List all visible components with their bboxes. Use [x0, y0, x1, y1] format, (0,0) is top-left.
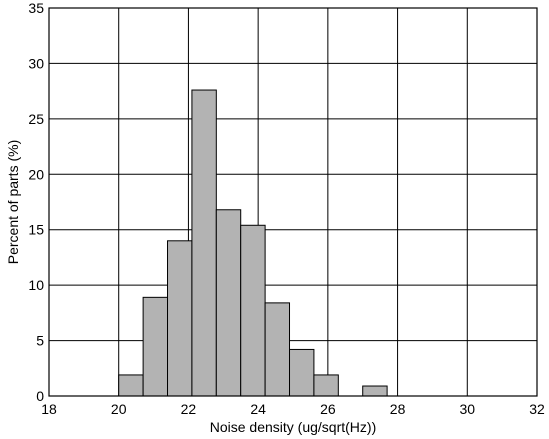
histogram-bar	[362, 385, 388, 397]
histogram-bar	[118, 374, 144, 397]
x-tick-label: 28	[390, 401, 406, 417]
y-tick-label: 10	[28, 277, 44, 293]
histogram-bar	[191, 89, 217, 397]
x-tick-label: 32	[529, 401, 545, 417]
y-tick-label: 30	[28, 55, 44, 71]
histogram-bar	[215, 209, 242, 397]
histogram-bar	[289, 348, 315, 397]
plot-frame	[48, 7, 538, 397]
y-axis-label: Percent of parts (%)	[5, 140, 21, 265]
histogram-bar	[240, 224, 266, 397]
histogram-bar	[313, 374, 339, 397]
histogram-bar	[264, 302, 291, 397]
x-tick-label: 24	[250, 401, 266, 417]
y-tick-label: 20	[28, 166, 44, 182]
x-tick-label: 18	[41, 401, 57, 417]
tick-labels: 18 20 22 24 26 28 30 32 0 5 10 15 20 25 30 35	[28, 0, 545, 417]
y-tick-label: 25	[28, 111, 44, 127]
x-tick-label: 26	[320, 401, 336, 417]
histogram-bar	[142, 296, 169, 397]
y-tick-label: 15	[28, 222, 44, 238]
y-tick-label: 5	[36, 333, 44, 349]
y-tick-label: 0	[36, 388, 44, 404]
y-tick-label: 35	[28, 0, 44, 16]
histogram-bar	[167, 240, 193, 397]
x-tick-label: 30	[459, 401, 475, 417]
histogram-bars	[118, 89, 388, 397]
grid-lines	[48, 7, 538, 397]
x-axis-label: Noise density (ug/sqrt(Hz))	[210, 419, 377, 435]
x-tick-label: 22	[181, 401, 197, 417]
x-tick-label: 20	[111, 401, 127, 417]
